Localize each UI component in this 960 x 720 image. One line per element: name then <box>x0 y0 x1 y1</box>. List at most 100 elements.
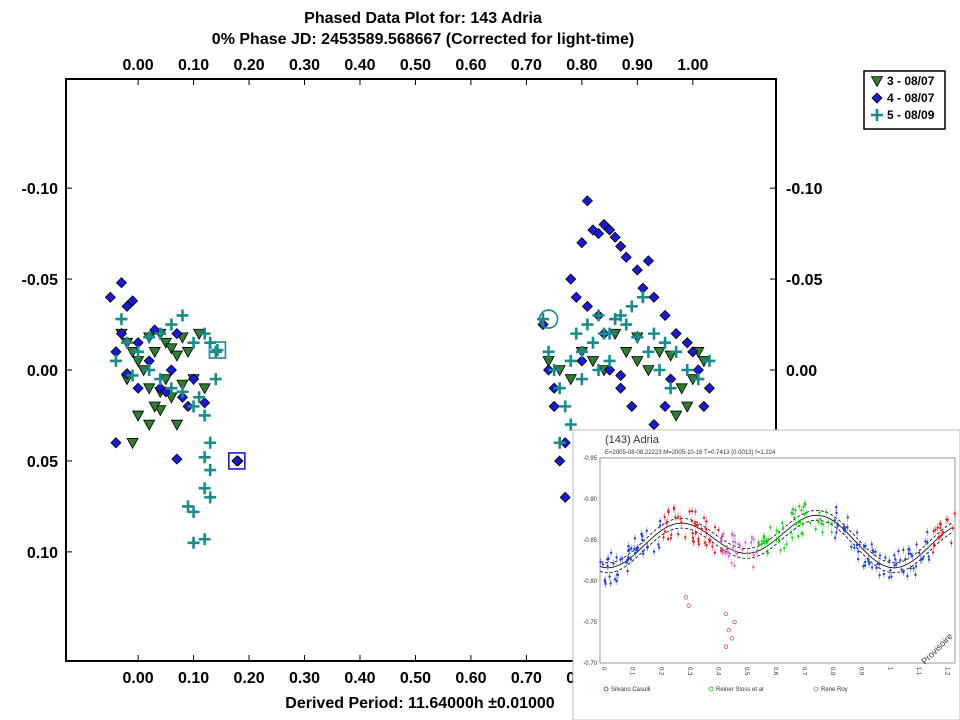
x-tick-label-top: 0.00 <box>123 57 154 74</box>
data-point-series-5 <box>198 409 211 422</box>
inset-point <box>940 534 943 537</box>
data-point-series-4 <box>615 382 627 394</box>
inset-point <box>783 546 786 550</box>
inset-point <box>939 526 942 530</box>
inset-point <box>697 540 700 543</box>
data-point-series-4 <box>648 291 660 303</box>
data-point-series-5 <box>642 345 655 358</box>
inset-point <box>690 509 694 513</box>
inset-x-tick-label: 0 <box>600 667 606 671</box>
data-point-series-4 <box>659 400 671 412</box>
data-point-series-4 <box>659 309 671 322</box>
legend-label: 3 - 08/07 <box>887 74 935 88</box>
data-point-series-4 <box>703 382 716 394</box>
inset-point <box>808 521 812 525</box>
data-point-series-4 <box>609 231 621 243</box>
inset-point <box>764 539 768 543</box>
inset-point <box>902 548 905 552</box>
inset-point <box>824 510 828 514</box>
inset-point <box>934 528 937 531</box>
y-tick-label-right: -0.10 <box>786 181 823 198</box>
inset-point <box>613 578 617 581</box>
inset-point <box>658 519 662 523</box>
inset-point <box>797 521 800 524</box>
inset-point <box>725 551 729 554</box>
inset-x-tick-label: 0.6 <box>772 667 778 676</box>
inset-point <box>705 520 708 523</box>
inset-point <box>721 551 724 554</box>
inset-point <box>927 558 931 561</box>
inset-point <box>645 545 649 549</box>
data-point-series-5 <box>592 309 605 322</box>
inset-point <box>924 540 927 543</box>
inset-point <box>657 543 660 546</box>
data-point-series-4 <box>121 300 133 312</box>
inset-point <box>697 543 701 546</box>
inset-legend-marker <box>708 686 714 692</box>
inset-points <box>599 499 957 649</box>
inset-point <box>717 528 720 532</box>
inset-point <box>756 549 759 553</box>
inset-point <box>941 530 945 534</box>
inset-light-curve: (143) Adria E=2005-08-08.22223 M=2005-10… <box>572 429 960 720</box>
inset-point <box>870 566 874 569</box>
data-point-series-4 <box>565 273 577 285</box>
data-point-series-4 <box>620 251 632 263</box>
inset-point <box>679 517 682 520</box>
inset-point <box>700 527 703 531</box>
data-point-series-5 <box>603 354 616 367</box>
boxed-point <box>228 452 246 470</box>
inset-legend-label: Rene Roy <box>821 687 848 693</box>
inset-point <box>814 527 817 531</box>
inset-point <box>744 541 747 544</box>
inset-point <box>856 550 860 553</box>
inset-point <box>736 552 739 555</box>
data-point-series-5 <box>631 331 644 344</box>
inset-point <box>887 576 891 579</box>
inset-point <box>906 574 909 578</box>
data-point-series-3 <box>631 356 644 368</box>
inset-point <box>872 550 875 554</box>
inset-point <box>670 533 673 536</box>
inset-point <box>818 511 821 514</box>
inset-point <box>779 549 782 552</box>
inset-point <box>694 523 698 527</box>
data-point-series-5 <box>187 536 200 549</box>
inset-outlier <box>683 595 688 600</box>
inset-point <box>846 516 849 519</box>
inset-point <box>669 537 673 540</box>
inset-point <box>830 522 833 525</box>
inset-point <box>734 550 737 553</box>
inset-point <box>757 541 760 544</box>
data-point-series-4 <box>648 418 660 431</box>
data-point-series-4 <box>592 228 605 240</box>
inset-point <box>615 573 619 576</box>
inset-point <box>870 543 873 546</box>
inset-point <box>890 575 893 578</box>
data-point-series-5 <box>187 400 200 413</box>
inset-point <box>641 534 644 538</box>
inset-point <box>663 530 667 533</box>
data-point-series-3 <box>653 347 666 359</box>
inset-point <box>899 559 902 562</box>
inset-x-tick-label: 0.7 <box>800 667 806 676</box>
inset-point <box>752 538 755 541</box>
inset-point <box>739 544 742 547</box>
inset-outlier <box>732 619 737 625</box>
inset-point <box>711 545 714 548</box>
inset-point <box>907 552 910 555</box>
inset-point <box>858 543 861 547</box>
inset-point <box>894 558 897 561</box>
data-point-series-4 <box>687 346 699 358</box>
inset-point <box>627 544 630 548</box>
inset-point <box>663 515 666 519</box>
inset-point <box>662 536 665 539</box>
x-tick-label-top: 0.30 <box>289 57 320 74</box>
y-tick-label-left: 0.10 <box>27 545 58 562</box>
inset-point <box>599 560 602 564</box>
data-point-series-5 <box>625 300 638 313</box>
legend: 3 - 08/07 4 - 08/07 5 - 08/09 <box>863 70 946 130</box>
inset-point <box>801 523 804 526</box>
inset-outlier <box>729 636 734 641</box>
data-point-series-4 <box>642 255 654 267</box>
